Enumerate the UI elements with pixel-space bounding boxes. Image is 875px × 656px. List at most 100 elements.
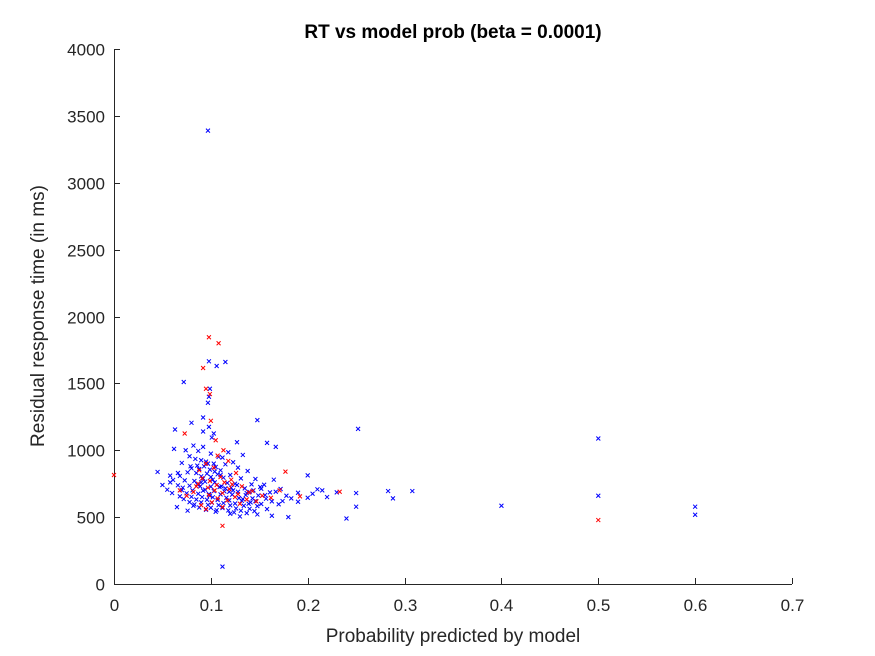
data-point-series-2 <box>206 492 212 498</box>
data-point-series-1 <box>257 484 263 490</box>
data-point-series-2 <box>111 472 117 478</box>
data-point-series-1 <box>169 490 175 496</box>
data-point-series-1 <box>249 482 254 487</box>
data-point-series-1 <box>213 509 219 515</box>
data-point-series-1 <box>167 473 173 479</box>
data-point-series-1 <box>220 505 225 511</box>
data-point-series-2 <box>207 478 213 484</box>
data-point-series-1 <box>223 359 228 365</box>
data-point-series-2 <box>222 479 227 485</box>
data-point-series-1 <box>288 496 294 501</box>
data-point-series-1 <box>295 490 301 496</box>
data-point-series-1 <box>240 452 246 458</box>
x-tick-label: 0.4 <box>490 596 514 615</box>
data-point-series-1 <box>225 449 231 455</box>
data-point-series-1 <box>255 493 261 498</box>
data-point-series-2 <box>277 488 282 493</box>
data-point-series-2 <box>214 482 220 488</box>
data-point-series-1 <box>175 482 181 488</box>
data-point-series-1 <box>155 469 160 475</box>
x-tick-label: 0.3 <box>394 596 418 615</box>
data-point-series-2 <box>337 489 343 495</box>
data-point-series-1 <box>238 475 244 481</box>
y-tick-label: 2000 <box>67 309 105 328</box>
data-point-series-1 <box>207 467 213 472</box>
data-point-series-2 <box>229 482 235 487</box>
data-point-series-2 <box>216 340 221 346</box>
data-point-series-1 <box>172 427 178 432</box>
data-point-series-2 <box>199 475 205 481</box>
data-point-series-1 <box>692 512 698 518</box>
data-point-series-1 <box>177 473 183 479</box>
data-point-series-1 <box>206 424 212 430</box>
data-point-series-1 <box>284 493 289 499</box>
data-point-series-1 <box>196 466 202 472</box>
data-point-series-1 <box>193 456 198 462</box>
data-point-series-1 <box>315 486 320 492</box>
data-point-series-1 <box>232 501 238 506</box>
data-point-series-1 <box>182 477 188 483</box>
data-point-series-1 <box>211 431 217 436</box>
data-point-series-2 <box>206 334 212 340</box>
data-point-series-2 <box>268 495 274 501</box>
data-point-series-1 <box>267 490 273 495</box>
data-point-series-1 <box>160 482 165 488</box>
y-tick-label: 1500 <box>67 375 105 394</box>
y-tick-label: 1000 <box>67 442 105 461</box>
data-point-series-2 <box>228 477 234 483</box>
data-point-series-2 <box>203 386 209 392</box>
data-point-series-1 <box>204 471 210 477</box>
data-point-series-2 <box>595 517 601 523</box>
data-point-series-1 <box>231 510 237 515</box>
data-point-series-1 <box>174 504 180 510</box>
data-point-series-1 <box>187 483 192 489</box>
data-point-series-1 <box>223 486 228 491</box>
data-point-series-1 <box>237 514 243 519</box>
data-point-series-1 <box>254 417 260 423</box>
data-point-series-2 <box>195 481 201 487</box>
data-point-series-1 <box>191 503 196 509</box>
data-point-series-2 <box>200 365 206 371</box>
data-point-series-1 <box>195 491 201 497</box>
data-point-series-1 <box>185 508 190 514</box>
data-point-series-2 <box>239 484 245 489</box>
data-point-series-1 <box>208 474 214 480</box>
data-point-series-1 <box>218 467 223 473</box>
data-point-series-1 <box>198 457 204 463</box>
data-point-series-1 <box>183 447 189 453</box>
data-point-series-1 <box>205 461 211 466</box>
y-tick-label: 3500 <box>67 108 105 127</box>
data-point-series-1 <box>215 497 220 503</box>
data-point-series-2 <box>209 500 215 505</box>
data-point-series-2 <box>184 493 189 499</box>
data-point-series-1 <box>273 489 279 495</box>
data-point-series-1 <box>216 502 221 508</box>
data-point-series-1 <box>258 501 264 507</box>
x-tick-label: 0.2 <box>297 596 321 615</box>
data-point-series-1 <box>355 426 361 432</box>
data-point-series-2 <box>208 418 214 424</box>
data-point-series-1 <box>171 446 177 452</box>
data-point-series-1 <box>305 495 311 501</box>
data-point-series-2 <box>220 523 225 529</box>
data-point-series-1 <box>221 500 226 506</box>
data-point-series-2 <box>211 465 217 470</box>
data-point-series-1 <box>214 363 220 369</box>
data-point-series-1 <box>207 386 213 392</box>
data-point-series-1 <box>230 488 236 493</box>
data-markers <box>111 128 698 569</box>
data-point-series-1 <box>324 494 330 500</box>
data-point-series-1 <box>201 463 207 469</box>
data-point-series-2 <box>225 458 231 464</box>
data-point-series-1 <box>198 479 204 485</box>
data-point-series-1 <box>353 490 359 496</box>
data-point-series-1 <box>499 503 504 509</box>
data-point-series-1 <box>240 496 246 502</box>
data-point-series-2 <box>182 431 188 436</box>
data-point-series-1 <box>273 444 279 450</box>
x-axis-label: Probability predicted by model <box>326 626 581 647</box>
data-point-series-1 <box>276 501 282 507</box>
data-point-series-1 <box>254 503 260 509</box>
data-point-series-1 <box>185 469 190 475</box>
